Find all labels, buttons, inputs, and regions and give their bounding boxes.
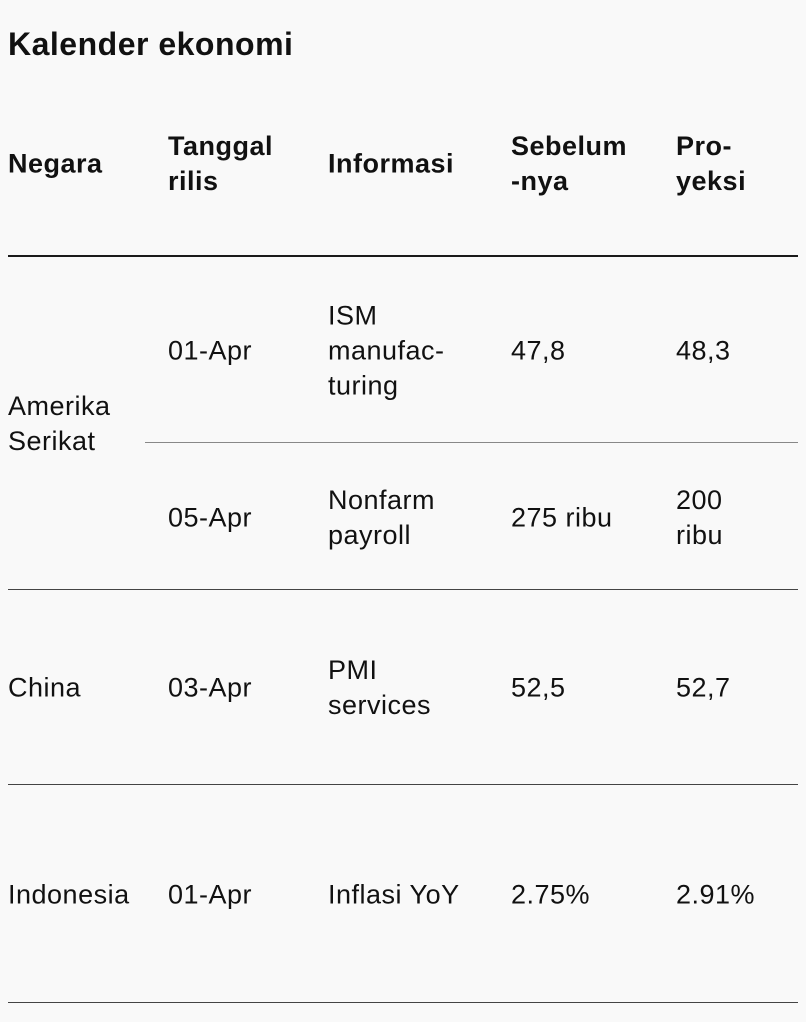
info-line2: manufac- xyxy=(328,335,445,366)
header-tanggal-line2: rilis xyxy=(168,166,219,196)
row-divider xyxy=(8,589,798,590)
table-cell-tanggal: 01-Apr xyxy=(168,879,253,910)
info-line2: payroll xyxy=(328,520,412,550)
header-negara-line1: Negara xyxy=(8,148,103,179)
row-divider xyxy=(8,784,798,785)
table-cell-tanggal: 03-Apr xyxy=(168,672,253,703)
table-cell-proyeksi: 200 ribu xyxy=(676,483,723,553)
row-subdivider xyxy=(145,442,798,443)
table-cell-sebelum: 275 ribu xyxy=(511,502,613,533)
row-divider xyxy=(8,1002,798,1003)
country-line1: Amerika xyxy=(8,391,111,421)
country-line2: Serikat xyxy=(8,426,96,456)
info-line1: Nonfarm xyxy=(328,485,436,515)
country-amerika-serikat: Amerika Serikat xyxy=(8,389,111,459)
header-tanggal-line1: Tanggal xyxy=(168,131,274,161)
info-line3: turing xyxy=(328,370,399,401)
header-negara: Negara xyxy=(8,147,103,182)
table-cell-tanggal: 01-Apr xyxy=(168,335,253,366)
table-cell-sebelum: 2.75% xyxy=(511,879,591,910)
table-cell-informasi: Nonfarm payroll xyxy=(328,483,435,553)
header-sebelum-line1: Sebelum xyxy=(511,131,628,161)
header-sebelum: Sebelum -nya xyxy=(511,129,627,199)
table-cell-informasi: Inflasi YoY xyxy=(328,879,460,910)
header-informasi-line1: Informasi xyxy=(328,148,455,179)
header-proyeksi: Pro- yeksi xyxy=(676,129,746,199)
table-cell-informasi: ISM manufac- turing xyxy=(328,299,445,404)
page-title: Kalender ekonomi xyxy=(8,26,294,62)
table-cell-tanggal: 05-Apr xyxy=(168,502,253,533)
table-cell-sebelum: 47,8 xyxy=(511,335,566,366)
header-proyeksi-line1: Pro- xyxy=(676,131,732,161)
header-tanggal: Tanggal rilis xyxy=(168,129,273,199)
info-line1: PMI xyxy=(328,655,378,685)
country-china: China xyxy=(8,672,82,703)
country-indonesia: Indonesia xyxy=(8,879,130,910)
header-informasi: Informasi xyxy=(328,147,454,182)
header-sebelum-line2: -nya xyxy=(511,166,569,196)
proj-line1: 200 xyxy=(676,485,723,515)
table-cell-proyeksi: 48,3 xyxy=(676,335,731,366)
header-divider xyxy=(8,255,798,257)
proj-line2: ribu xyxy=(676,520,724,550)
table-cell-proyeksi: 2.91% xyxy=(676,879,756,910)
table-cell-informasi: PMI services xyxy=(328,653,431,723)
table-cell-proyeksi: 52,7 xyxy=(676,672,731,703)
table-cell-sebelum: 52,5 xyxy=(511,672,566,703)
info-line2: services xyxy=(328,690,432,720)
header-proyeksi-line2: yeksi xyxy=(676,166,747,196)
info-line1: ISM xyxy=(328,300,378,331)
